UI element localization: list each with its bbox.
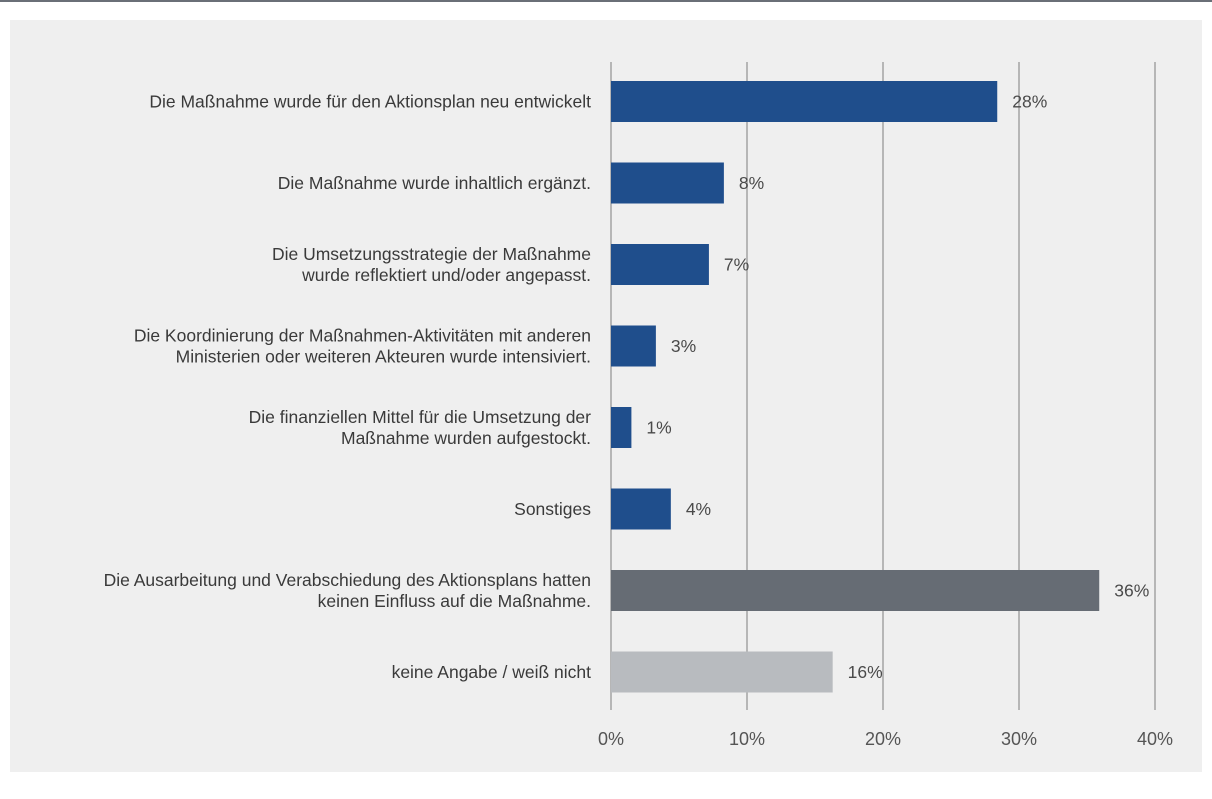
data-label: 1% — [646, 418, 671, 438]
category-label: Die Koordinierung der Maßnahmen-Aktivitä… — [134, 326, 591, 346]
x-tick-label: 30% — [1001, 729, 1037, 749]
chart-panel — [10, 20, 1202, 772]
data-label: 3% — [671, 336, 696, 356]
data-label: 16% — [848, 662, 883, 682]
data-label: 8% — [739, 173, 764, 193]
bar — [611, 325, 656, 367]
bar — [611, 570, 1100, 611]
category-label: Maßnahme wurden aufgestockt. — [341, 428, 591, 448]
bar — [611, 407, 632, 448]
top-divider — [0, 0, 1212, 2]
category-label: Die Maßnahme wurde für den Aktionsplan n… — [149, 92, 591, 112]
category-label: Die Umsetzungsstrategie der Maßnahme — [272, 244, 591, 264]
category-label: Die Ausarbeitung und Verabschiedung des … — [104, 570, 591, 590]
data-label: 7% — [724, 255, 749, 275]
data-label: 28% — [1012, 92, 1047, 112]
data-label: 36% — [1114, 581, 1149, 601]
x-tick-label: 20% — [865, 729, 901, 749]
category-label: Die finanziellen Mittel für die Umsetzun… — [249, 407, 592, 427]
x-tick-label: 0% — [598, 729, 624, 749]
category-label: wurde reflektiert und/oder angepasst. — [301, 265, 591, 285]
category-label: Ministerien oder weiteren Akteuren wurde… — [176, 347, 591, 367]
x-tick-label: 40% — [1137, 729, 1173, 749]
bar — [611, 488, 671, 530]
category-label: Die Maßnahme wurde inhaltlich ergänzt. — [278, 173, 591, 193]
category-label: Sonstiges — [514, 499, 591, 519]
category-label: keinen Einfluss auf die Maßnahme. — [318, 591, 591, 611]
x-tick-label: 10% — [729, 729, 765, 749]
bar — [611, 162, 724, 204]
bar — [611, 651, 833, 693]
category-label: keine Angabe / weiß nicht — [392, 662, 592, 682]
data-label: 4% — [686, 499, 711, 519]
bar — [611, 81, 998, 122]
bar — [611, 244, 709, 285]
